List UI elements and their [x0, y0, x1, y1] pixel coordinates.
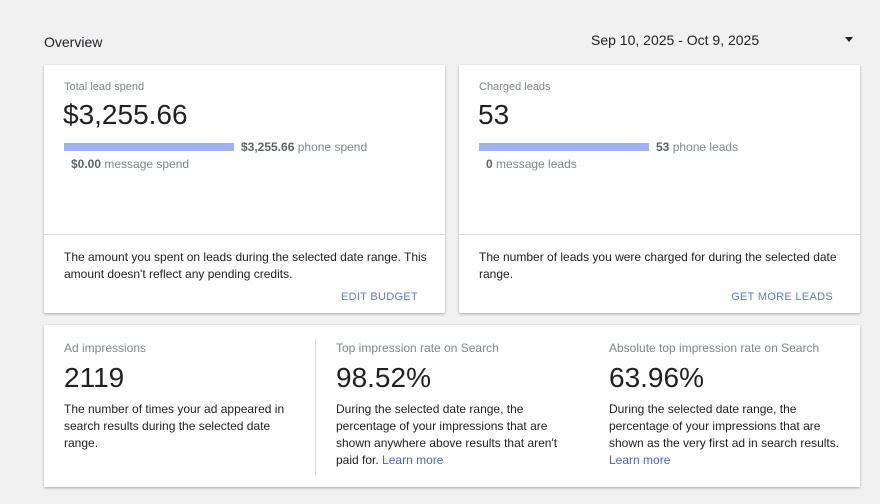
page-title: Overview	[44, 34, 103, 50]
phone-leads-bar	[479, 143, 649, 151]
message-spend-suffix: message spend	[104, 157, 190, 171]
phone-leads-suffix: phone leads	[672, 140, 739, 154]
phone-spend-amount: $3,255.66	[241, 140, 295, 154]
card-divider	[459, 234, 860, 235]
message-leads-suffix: message leads	[496, 157, 577, 171]
metric-label: Top impression rate on Search	[336, 341, 499, 355]
metric-description: During the selected date range, the perc…	[336, 401, 572, 469]
metric-value: 98.52%	[336, 362, 431, 393]
leads-description: The number of leads you were charged for…	[479, 250, 837, 281]
ad-impressions-metric: Ad impressions 2119 The number of times …	[64, 325, 304, 487]
message-spend-amount: $0.00	[71, 157, 102, 171]
phone-spend-suffix: phone spend	[297, 140, 368, 154]
charged-leads-card: Charged leads 53 53 phone leads 0 messag…	[459, 65, 860, 313]
total-spend-value: $3,255.66	[63, 99, 188, 130]
learn-more-link[interactable]: Learn more	[609, 453, 671, 467]
learn-more-link[interactable]: Learn more	[382, 453, 444, 467]
metric-description: During the selected date range, the perc…	[609, 401, 845, 469]
charged-leads-value: 53	[478, 99, 510, 130]
get-more-leads-button[interactable]: GET MORE LEADS	[731, 291, 833, 303]
message-spend-label: $0.00 message spend	[71, 157, 189, 171]
spend-description: The amount you spent on leads during the…	[64, 250, 427, 281]
date-range-selector[interactable]: Sep 10, 2025 - Oct 9, 2025	[591, 32, 760, 48]
metric-description: The number of times your ad appeared in …	[64, 401, 300, 452]
metric-value: 63.96%	[609, 362, 704, 393]
message-leads-amount: 0	[486, 157, 493, 171]
metric-label: Ad impressions	[64, 341, 147, 355]
absolute-top-impression-rate-metric: Absolute top impression rate on Search 6…	[609, 325, 849, 487]
metric-description-text: During the selected date range, the perc…	[609, 402, 840, 450]
card-divider	[44, 234, 445, 235]
message-leads-label: 0 message leads	[486, 157, 577, 171]
card-label: Charged leads	[479, 81, 551, 93]
card-label: Total lead spend	[64, 81, 145, 93]
edit-budget-button[interactable]: EDIT BUDGET	[340, 291, 418, 303]
metric-description-text: During the selected date range, the perc…	[336, 402, 558, 467]
impressions-card: Ad impressions 2119 The number of times …	[44, 325, 860, 487]
top-impression-rate-metric: Top impression rate on Search 98.52% Dur…	[336, 325, 572, 487]
phone-spend-bar	[64, 143, 234, 151]
dropdown-arrow-icon[interactable]	[845, 37, 853, 42]
phone-leads-label: 53 phone leads	[656, 140, 738, 154]
metric-label: Absolute top impression rate on Search	[609, 341, 820, 355]
phone-spend-label: $3,255.66 phone spend	[241, 140, 367, 154]
total-lead-spend-card: Total lead spend $3,255.66 $3,255.66 pho…	[44, 65, 445, 313]
phone-leads-amount: 53	[656, 140, 670, 154]
metric-value: 2119	[64, 362, 125, 393]
metric-divider	[315, 339, 316, 475]
metric-description-text: The number of times your ad appeared in …	[64, 402, 285, 450]
